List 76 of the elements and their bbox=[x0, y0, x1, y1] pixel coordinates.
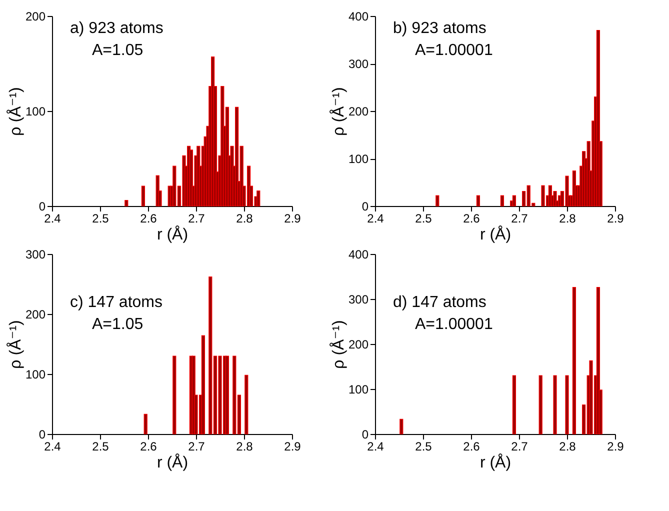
x-tick-label: 2.7 bbox=[511, 212, 528, 226]
bar bbox=[436, 195, 440, 206]
y-tick-label: 100 bbox=[348, 152, 369, 166]
x-tick-label: 2.6 bbox=[140, 440, 158, 454]
y-axis-title: ρ (Å⁻¹) bbox=[329, 320, 348, 369]
y-tick-label: 200 bbox=[25, 308, 46, 322]
bar bbox=[512, 195, 516, 206]
y-tick-label: 200 bbox=[348, 338, 369, 352]
bar bbox=[400, 418, 404, 434]
y-tick-label: 200 bbox=[25, 10, 46, 24]
bar bbox=[512, 375, 516, 434]
bar bbox=[124, 200, 128, 206]
x-tick-label: 2.7 bbox=[511, 440, 528, 454]
bar bbox=[565, 375, 569, 434]
y-tick-label: 0 bbox=[38, 428, 46, 442]
annotation: c) 147 atoms bbox=[70, 294, 162, 311]
bar bbox=[553, 375, 557, 434]
annotation: A=1.00001 bbox=[415, 316, 493, 333]
x-tick-label: 2.5 bbox=[92, 440, 110, 454]
y-tick-label: 0 bbox=[38, 200, 46, 214]
x-tick-label: 2.9 bbox=[607, 440, 624, 454]
bar bbox=[256, 190, 260, 206]
x-tick-label: 2.7 bbox=[188, 440, 206, 454]
y-axis-title: ρ (Å⁻¹) bbox=[329, 87, 348, 136]
annotation: A=1.05 bbox=[92, 42, 144, 59]
y-tick-label: 400 bbox=[348, 248, 369, 262]
x-tick-label: 2.6 bbox=[463, 212, 480, 226]
x-tick-label: 2.4 bbox=[44, 212, 62, 226]
bar bbox=[500, 195, 504, 206]
y-axis-title: ρ (Å⁻¹) bbox=[6, 320, 24, 369]
x-axis-title: r (Å) bbox=[480, 454, 512, 472]
x-tick-label: 2.5 bbox=[415, 440, 432, 454]
annotation: a) 923 atoms bbox=[70, 20, 164, 37]
annotation: A=1.05 bbox=[92, 316, 144, 333]
x-tick-label: 2.5 bbox=[415, 212, 432, 226]
x-tick-label: 2.5 bbox=[92, 212, 110, 226]
bar bbox=[589, 360, 593, 434]
y-tick-label: 100 bbox=[25, 368, 46, 382]
x-tick-label: 2.8 bbox=[236, 212, 254, 226]
x-tick-label: 2.6 bbox=[463, 440, 480, 454]
x-tick-label: 2.8 bbox=[559, 212, 576, 226]
x-tick-label: 2.8 bbox=[559, 440, 576, 454]
bar bbox=[538, 375, 542, 434]
bar bbox=[476, 195, 480, 206]
annotation: d) 147 atoms bbox=[393, 294, 486, 311]
x-tick-label: 2.4 bbox=[44, 440, 62, 454]
x-tick-label: 2.4 bbox=[367, 212, 384, 226]
x-tick-label: 2.9 bbox=[284, 440, 302, 454]
y-tick-label: 100 bbox=[348, 382, 369, 396]
bar bbox=[572, 287, 576, 434]
y-tick-label: 0 bbox=[362, 200, 369, 214]
y-tick-label: 300 bbox=[348, 292, 369, 306]
annotation: b) 923 atoms bbox=[393, 20, 486, 37]
x-axis-title: r (Å) bbox=[480, 226, 512, 244]
bar bbox=[172, 356, 176, 434]
x-tick-label: 2.6 bbox=[140, 212, 158, 226]
y-tick-label: 300 bbox=[348, 57, 369, 71]
x-tick-label: 2.8 bbox=[236, 440, 254, 454]
bar bbox=[144, 414, 148, 434]
x-axis-title: r (Å) bbox=[156, 454, 188, 472]
x-axis-title: r (Å) bbox=[156, 226, 188, 244]
y-tick-label: 200 bbox=[348, 104, 369, 118]
annotation: A=1.00001 bbox=[415, 42, 493, 59]
y-tick-label: 0 bbox=[362, 428, 369, 442]
bar bbox=[201, 335, 205, 434]
x-tick-label: 2.4 bbox=[367, 440, 384, 454]
x-tick-label: 2.9 bbox=[284, 212, 302, 226]
bar bbox=[141, 186, 145, 206]
x-tick-label: 2.7 bbox=[188, 212, 206, 226]
y-tick-label: 300 bbox=[25, 248, 46, 262]
y-tick-label: 400 bbox=[348, 10, 369, 24]
bar bbox=[244, 374, 248, 434]
x-tick-label: 2.9 bbox=[607, 212, 624, 226]
bar bbox=[541, 185, 545, 206]
y-tick-label: 100 bbox=[25, 104, 46, 118]
y-axis-title: ρ (Å⁻¹) bbox=[6, 87, 24, 136]
